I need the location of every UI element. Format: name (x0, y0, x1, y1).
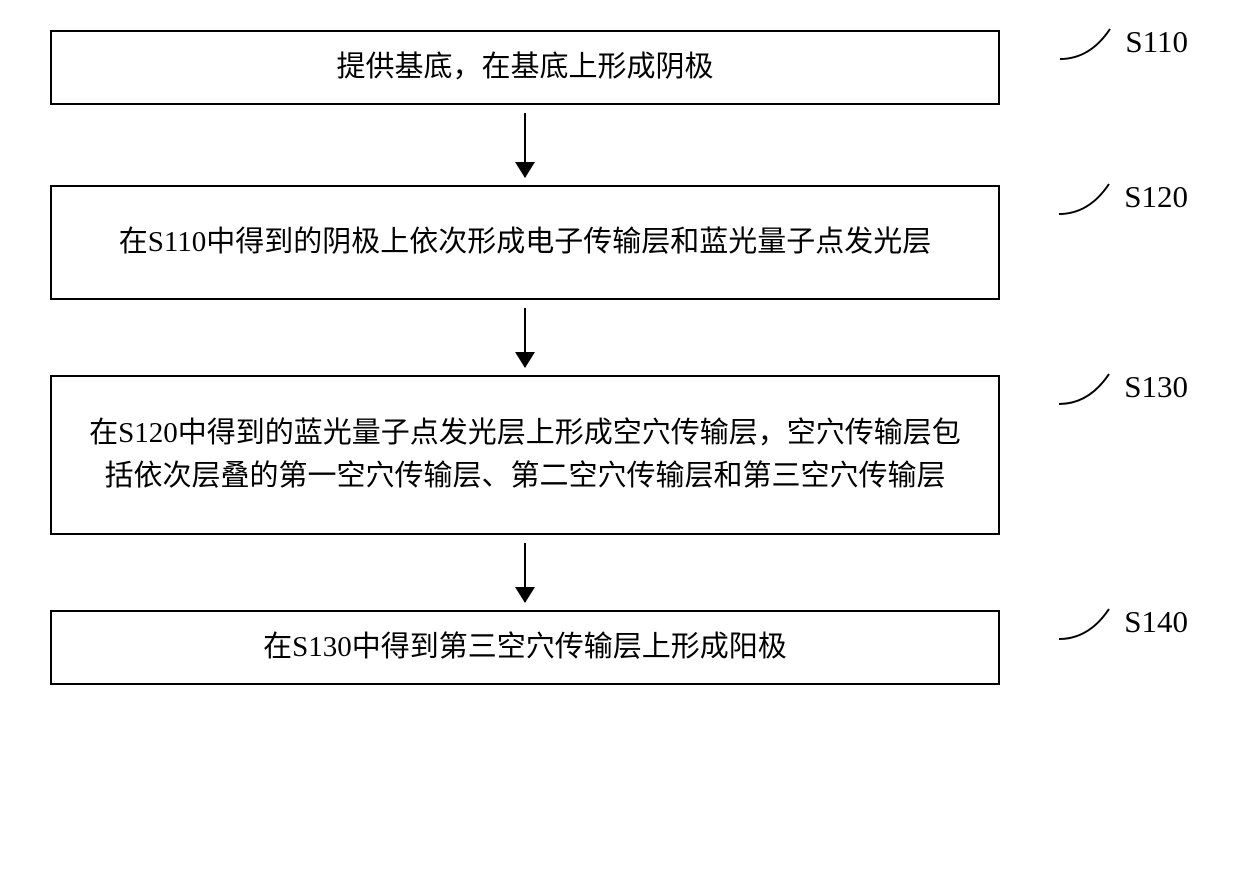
node-text: 在S120中得到的蓝光量子点发光层上形成空穴传输层，空穴传输层包括依次层叠的第一… (82, 412, 968, 499)
step-label: S110 (1125, 24, 1188, 60)
arrow-s130-s140 (50, 535, 1000, 610)
label-container-s140: S140 (1059, 597, 1188, 647)
curve-connector (1060, 17, 1120, 67)
curve-connector (1059, 597, 1119, 647)
flowchart-node-s130: 在S120中得到的蓝光量子点发光层上形成空穴传输层，空穴传输层包括依次层叠的第一… (50, 375, 1000, 535)
step-label: S130 (1124, 369, 1188, 405)
step-label: S140 (1124, 604, 1188, 640)
flowchart-node-s110: 提供基底，在基底上形成阴极 S110 (50, 30, 1000, 105)
flowchart-container: 提供基底，在基底上形成阴极 S110 在S110中得到的阴极上依次形成电子传输层… (50, 30, 1190, 685)
arrow-s120-s130 (50, 300, 1000, 375)
curve-connector (1059, 362, 1119, 412)
arrow-s110-s120 (50, 105, 1000, 185)
flowchart-node-s140: 在S130中得到第三空穴传输层上形成阳极 S140 (50, 610, 1000, 685)
flowchart-node-s120: 在S110中得到的阴极上依次形成电子传输层和蓝光量子点发光层 S120 (50, 185, 1000, 300)
node-text: 在S110中得到的阴极上依次形成电子传输层和蓝光量子点发光层 (119, 221, 932, 265)
label-container-s130: S130 (1059, 362, 1188, 412)
node-text: 提供基底，在基底上形成阴极 (336, 46, 713, 90)
step-label: S120 (1124, 179, 1188, 215)
label-container-s110: S110 (1060, 17, 1188, 67)
curve-connector (1059, 172, 1119, 222)
node-text: 在S130中得到第三空穴传输层上形成阳极 (263, 626, 787, 670)
label-container-s120: S120 (1059, 172, 1188, 222)
